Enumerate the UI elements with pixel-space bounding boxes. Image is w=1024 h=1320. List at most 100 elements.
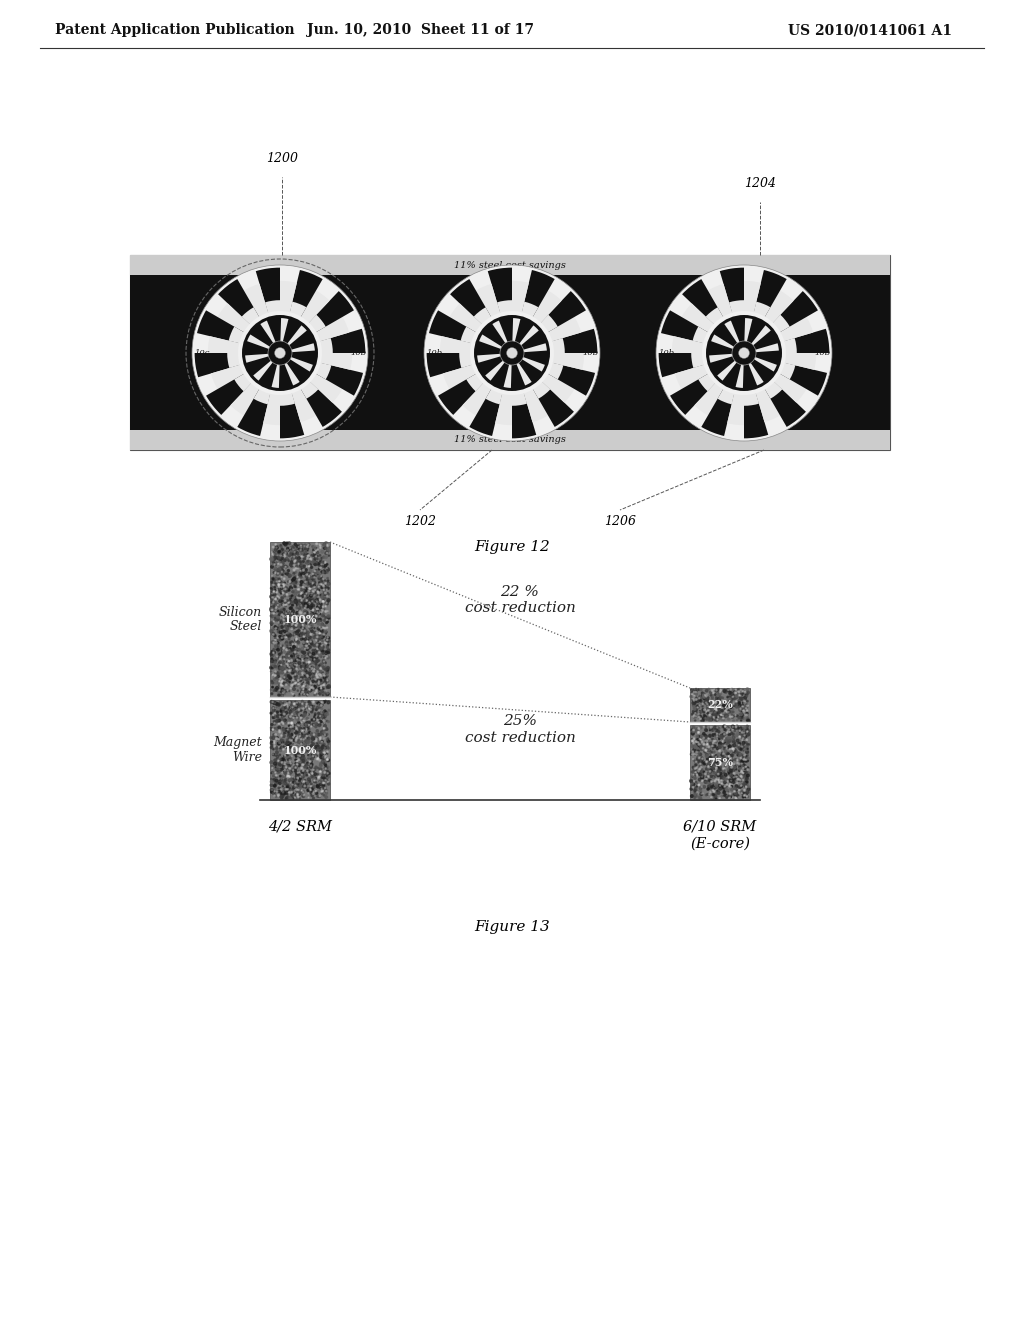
Circle shape: [298, 603, 300, 606]
Circle shape: [299, 776, 302, 779]
Wedge shape: [263, 352, 280, 425]
Circle shape: [312, 661, 314, 664]
Circle shape: [322, 597, 324, 598]
Circle shape: [323, 731, 325, 734]
Circle shape: [322, 692, 324, 693]
Circle shape: [316, 739, 319, 742]
Circle shape: [731, 767, 732, 768]
Circle shape: [281, 797, 283, 800]
Circle shape: [306, 614, 308, 616]
Circle shape: [316, 667, 318, 669]
Circle shape: [315, 791, 316, 792]
Circle shape: [291, 706, 294, 709]
Circle shape: [303, 553, 306, 556]
Circle shape: [281, 647, 283, 649]
Circle shape: [272, 578, 274, 579]
Circle shape: [306, 775, 308, 776]
Circle shape: [295, 672, 297, 673]
Circle shape: [295, 737, 297, 738]
Circle shape: [276, 648, 280, 651]
Circle shape: [327, 768, 329, 771]
Circle shape: [709, 714, 711, 715]
Circle shape: [274, 557, 276, 558]
Circle shape: [296, 727, 298, 730]
Circle shape: [281, 792, 283, 795]
Circle shape: [323, 589, 325, 590]
Circle shape: [274, 660, 276, 661]
Circle shape: [726, 715, 727, 717]
Circle shape: [300, 544, 302, 546]
Circle shape: [321, 747, 324, 750]
Circle shape: [304, 612, 306, 614]
Circle shape: [316, 550, 317, 552]
Circle shape: [305, 554, 306, 556]
Circle shape: [309, 558, 311, 560]
Circle shape: [291, 561, 293, 562]
Circle shape: [303, 693, 304, 696]
Circle shape: [293, 577, 296, 581]
Circle shape: [730, 758, 731, 759]
Circle shape: [298, 793, 300, 796]
Circle shape: [325, 631, 327, 634]
Wedge shape: [442, 352, 512, 389]
Circle shape: [290, 644, 292, 645]
Circle shape: [698, 774, 701, 776]
Circle shape: [291, 564, 294, 566]
Circle shape: [278, 664, 280, 665]
Circle shape: [313, 564, 315, 565]
Circle shape: [318, 759, 321, 762]
Circle shape: [309, 636, 311, 639]
Circle shape: [313, 771, 314, 772]
Circle shape: [309, 653, 311, 656]
Circle shape: [318, 669, 322, 673]
Wedge shape: [744, 325, 771, 352]
Circle shape: [313, 546, 315, 549]
Circle shape: [278, 631, 280, 632]
Circle shape: [313, 644, 316, 647]
Circle shape: [316, 616, 318, 618]
Circle shape: [288, 677, 291, 680]
Circle shape: [707, 755, 710, 759]
Circle shape: [700, 793, 702, 796]
Circle shape: [319, 771, 322, 772]
Circle shape: [304, 638, 307, 640]
Circle shape: [274, 598, 276, 601]
Circle shape: [284, 719, 287, 721]
Circle shape: [308, 599, 311, 602]
Circle shape: [281, 570, 282, 572]
Circle shape: [278, 714, 280, 717]
Circle shape: [715, 762, 718, 764]
Circle shape: [274, 710, 276, 713]
Circle shape: [294, 702, 295, 705]
Circle shape: [713, 692, 714, 693]
Circle shape: [290, 789, 292, 792]
Circle shape: [293, 573, 295, 574]
Circle shape: [313, 659, 315, 661]
Circle shape: [746, 751, 749, 752]
Circle shape: [317, 591, 319, 594]
Circle shape: [715, 735, 717, 737]
Circle shape: [724, 774, 727, 776]
Circle shape: [319, 585, 321, 586]
Circle shape: [283, 729, 285, 731]
Circle shape: [314, 772, 316, 775]
Wedge shape: [727, 352, 744, 425]
Circle shape: [729, 702, 732, 705]
Circle shape: [271, 590, 273, 593]
Circle shape: [278, 583, 280, 586]
Circle shape: [710, 737, 712, 738]
Circle shape: [703, 746, 706, 748]
Circle shape: [309, 766, 312, 768]
Circle shape: [298, 594, 301, 597]
Circle shape: [295, 702, 297, 705]
Wedge shape: [744, 317, 813, 352]
Circle shape: [282, 565, 284, 568]
Circle shape: [702, 312, 786, 395]
Circle shape: [325, 760, 327, 763]
Circle shape: [715, 793, 717, 795]
Circle shape: [308, 653, 311, 656]
Circle shape: [311, 737, 314, 739]
Circle shape: [286, 543, 288, 544]
Circle shape: [290, 797, 292, 800]
Circle shape: [272, 780, 273, 781]
